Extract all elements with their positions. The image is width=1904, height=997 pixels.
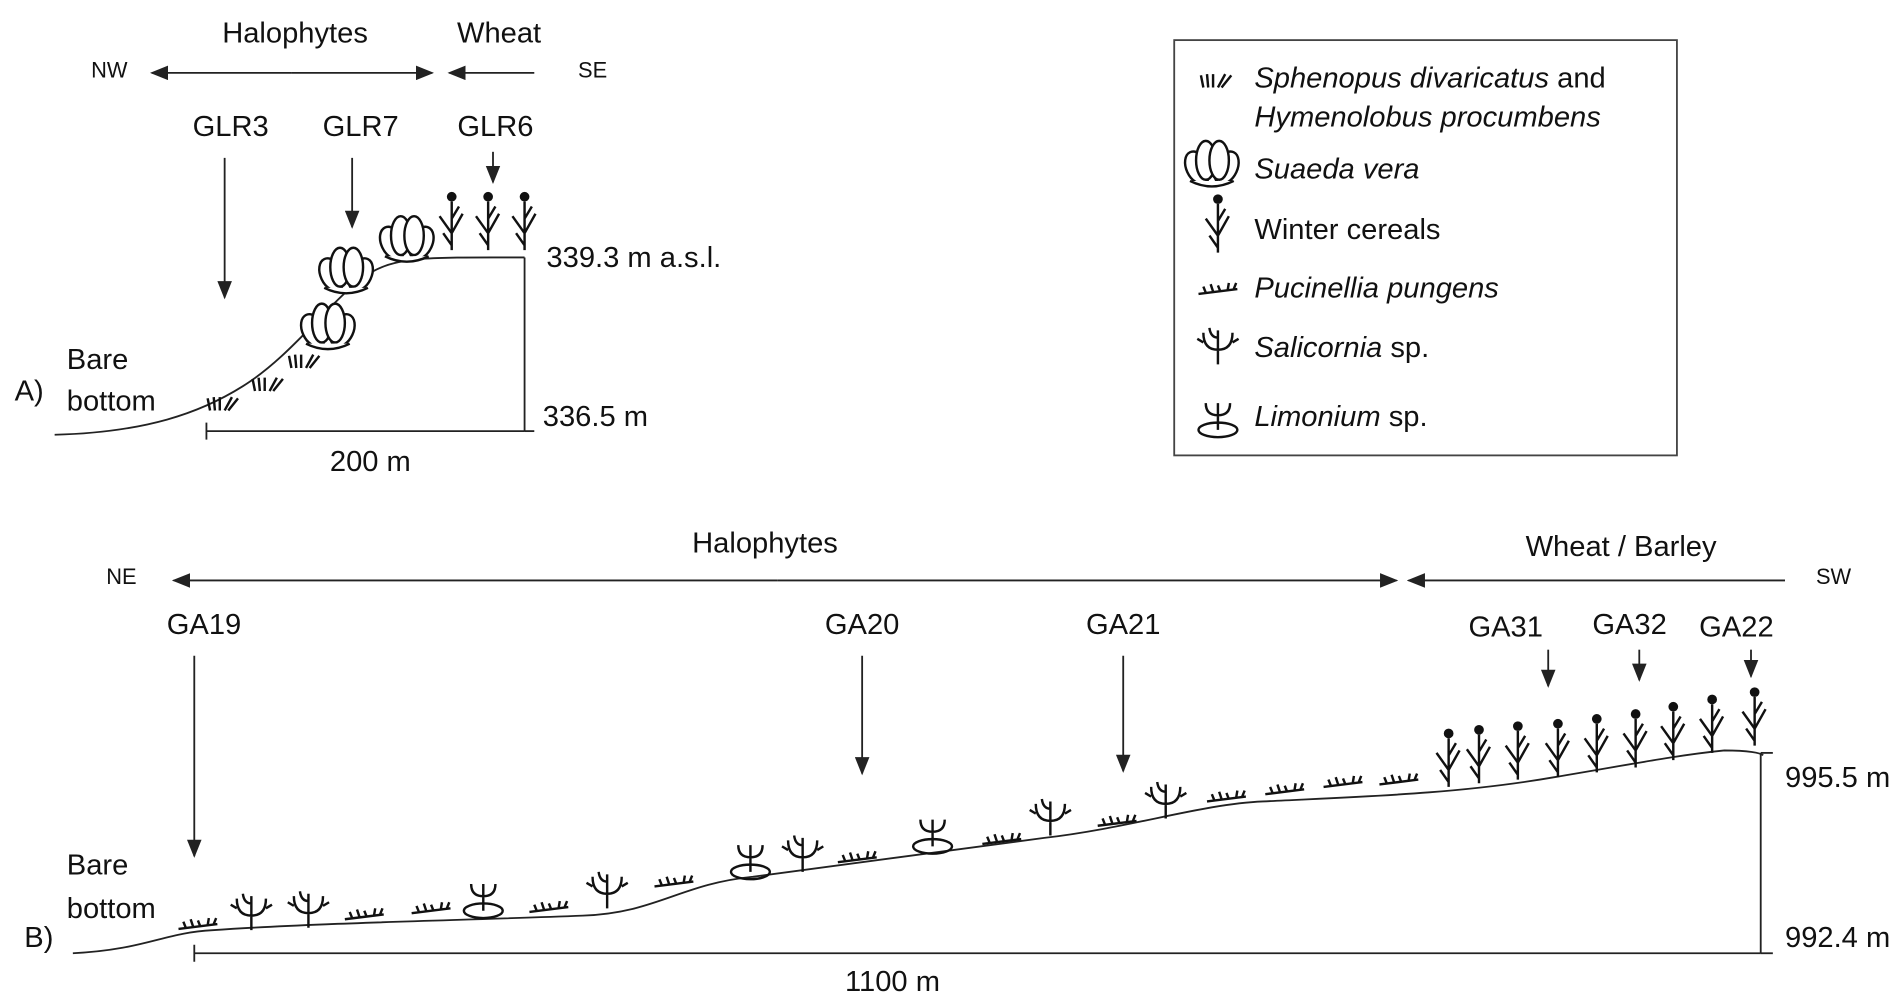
legend-line: Limonium sp. xyxy=(1254,401,1427,433)
bare-bottom: Bare xyxy=(67,849,129,881)
distance: 200 m xyxy=(330,446,411,478)
legend-text: Winter cereals xyxy=(1254,214,1440,246)
legend-line: Winter cereals xyxy=(1254,214,1440,246)
site-label: GA22 xyxy=(1699,611,1773,643)
bare-bottom: bottom xyxy=(67,893,156,925)
direction: NW xyxy=(91,58,128,83)
bare-bottom: Bare xyxy=(67,344,129,376)
legend: Sphenopus divaricatus and Hymenolobus pro… xyxy=(1174,40,1677,455)
panel-a: Halophytes Wheat NW SE GLR3 GLR7 GLR6 33… xyxy=(15,18,722,479)
elevation: 995.5 m xyxy=(1785,762,1890,794)
diagram: Halophytes Wheat NW SE GLR3 GLR7 GLR6 33… xyxy=(0,0,1904,997)
legend-text: Hymenolobus procumbens xyxy=(1254,101,1600,133)
site-label: GA32 xyxy=(1592,609,1666,641)
direction: NE xyxy=(106,564,136,589)
page: Halophytes Wheat NW SE GLR3 GLR7 GLR6 33… xyxy=(0,0,1904,997)
site-label: GA31 xyxy=(1468,611,1542,643)
legend-line: Sphenopus divaricatus and xyxy=(1254,62,1605,94)
legend-text: sp. xyxy=(1382,332,1429,364)
legend-text: Salicornia xyxy=(1254,332,1382,364)
panel-b: Halophytes Wheat / Barley NE SW GA19 GA2… xyxy=(24,528,1890,997)
site-label: GLR6 xyxy=(457,111,533,143)
zone-label: Halophytes xyxy=(692,528,838,560)
distance: 1100 m xyxy=(845,966,940,997)
elevation: 992.4 m xyxy=(1785,922,1890,954)
legend-line: Hymenolobus procumbens xyxy=(1254,101,1600,133)
zone-label: Wheat / Barley xyxy=(1526,531,1717,563)
elevation: 336.5 m xyxy=(543,401,648,433)
direction: SW xyxy=(1816,564,1852,589)
elevation: 339.3 m a.s.l. xyxy=(546,242,721,274)
legend-text: Limonium xyxy=(1254,401,1380,433)
legend-text: Suaeda vera xyxy=(1254,154,1419,186)
panel-label: A) xyxy=(15,376,44,408)
zone-label: Wheat xyxy=(457,18,541,50)
panel-label: B) xyxy=(24,922,53,954)
direction: SE xyxy=(578,58,607,83)
legend-text: and xyxy=(1549,62,1606,94)
legend-line: Suaeda vera xyxy=(1254,154,1419,186)
site-label: GLR7 xyxy=(323,111,399,143)
legend-text: Pucinellia pungens xyxy=(1254,273,1499,305)
site-label: GLR3 xyxy=(193,111,269,143)
bare-bottom: bottom xyxy=(67,385,156,417)
legend-text: sp. xyxy=(1381,401,1428,433)
site-label: GA21 xyxy=(1086,609,1160,641)
legend-line: Pucinellia pungens xyxy=(1254,273,1499,305)
zone-label: Halophytes xyxy=(222,18,368,50)
legend-text: Sphenopus divaricatus xyxy=(1254,62,1549,94)
legend-line: Salicornia sp. xyxy=(1254,332,1429,364)
site-label: GA20 xyxy=(825,609,899,641)
site-label: GA19 xyxy=(167,609,241,641)
